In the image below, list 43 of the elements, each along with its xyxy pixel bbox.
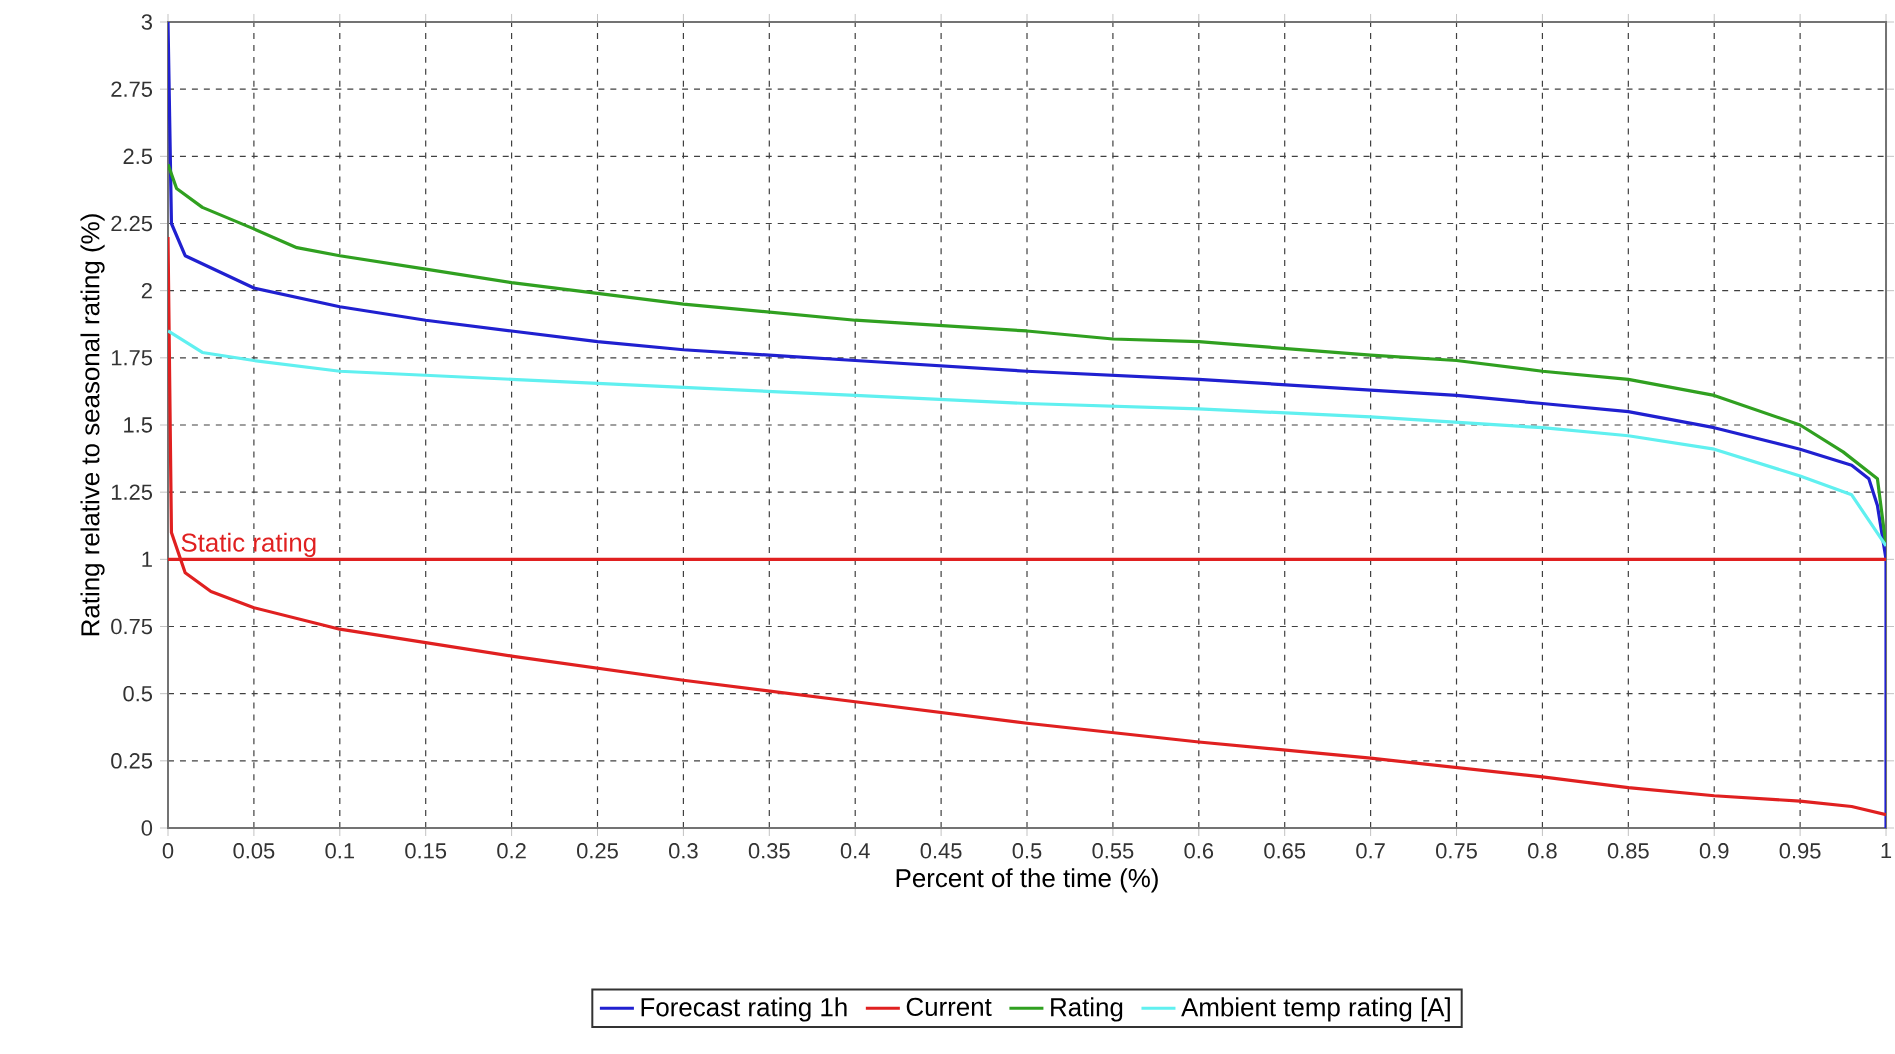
y-tick-label: 0.5: [123, 685, 153, 702]
x-tick-label: 0.7: [1356, 843, 1385, 859]
legend-label: Current: [906, 997, 992, 1017]
y-tick-label: 0.75: [111, 618, 153, 635]
x-tick-label: 0.75: [1436, 843, 1477, 859]
x-tick-label: 0.25: [577, 843, 618, 859]
y-axis-title: Rating relative to seasonal rating (%): [80, 214, 105, 636]
y-tick-label: 0: [141, 820, 153, 836]
y-tick-label: 1.25: [111, 484, 153, 500]
legend-label: Ambient temp rating [A]: [1181, 997, 1450, 1022]
line-series: [168, 235, 1887, 817]
y-tick-label: 2.5: [123, 148, 153, 165]
x-tick-label: 0.9: [1699, 843, 1729, 859]
x-tick-label: 0: [162, 843, 174, 859]
x-tick-label: 0.2: [497, 843, 526, 859]
x-tick-label: 0.35: [748, 843, 790, 859]
x-tick-label: 0.85: [1607, 843, 1649, 859]
y-tick-label: 2.25: [111, 215, 153, 232]
x-axis-title: Percent of the time (%): [896, 868, 1158, 893]
y-tick-label: 1.75: [111, 350, 153, 366]
x-tick-label: 0.15: [405, 843, 447, 859]
x-tick-label: 0.95: [1779, 843, 1821, 859]
y-tick-label: 0.25: [111, 753, 153, 769]
x-tick-label: 0.4: [840, 843, 870, 859]
y-tick-label: 1.5: [124, 417, 153, 433]
x-tick-label: 0.05: [233, 843, 275, 859]
legend-label: Forecast rating 1h: [641, 997, 847, 1022]
y-tick-label: 3: [141, 14, 152, 30]
x-tick-label: 0.5: [1012, 843, 1042, 859]
x-tick-label: 1: [1881, 843, 1892, 859]
x-tick-label: 0.1: [325, 843, 354, 859]
y-tick-label: 1: [142, 551, 152, 567]
y-tick-label: 2: [141, 283, 152, 299]
line-series: [168, 22, 1887, 828]
ref-line-label: Static rating: [181, 532, 316, 557]
x-tick-label: 0.45: [920, 843, 962, 859]
x-tick-label: 0.65: [1264, 843, 1306, 859]
x-tick-label: 0.55: [1092, 843, 1134, 859]
x-tick-label: 0.8: [1528, 843, 1557, 859]
x-tick-label: 0.6: [1184, 843, 1214, 859]
legend-label: Rating: [1051, 997, 1123, 1022]
x-tick-label: 0.3: [669, 843, 698, 859]
y-tick-label: 2.75: [111, 81, 153, 97]
